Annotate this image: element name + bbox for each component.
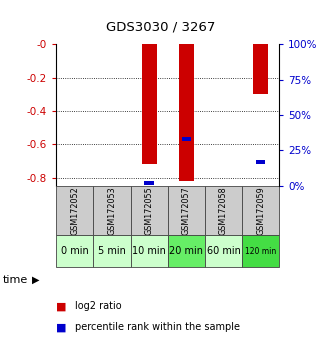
Text: GDS3030 / 3267: GDS3030 / 3267 bbox=[106, 20, 215, 33]
Bar bbox=[256, 160, 265, 164]
Text: GSM172058: GSM172058 bbox=[219, 186, 228, 235]
Bar bbox=[242, 186, 279, 235]
Text: GSM172053: GSM172053 bbox=[108, 186, 117, 235]
Bar bbox=[168, 186, 205, 235]
Bar bbox=[242, 235, 279, 267]
Text: 5 min: 5 min bbox=[98, 246, 126, 256]
Bar bbox=[182, 137, 191, 141]
Bar bbox=[205, 235, 242, 267]
Bar bbox=[168, 235, 205, 267]
Text: 0 min: 0 min bbox=[61, 246, 89, 256]
Bar bbox=[144, 181, 154, 185]
Text: GSM172057: GSM172057 bbox=[182, 186, 191, 235]
Text: percentile rank within the sample: percentile rank within the sample bbox=[75, 322, 240, 332]
Text: ▶: ▶ bbox=[32, 275, 39, 285]
Bar bbox=[56, 186, 93, 235]
Text: log2 ratio: log2 ratio bbox=[75, 301, 122, 311]
Text: GSM172055: GSM172055 bbox=[145, 186, 154, 235]
Text: ■: ■ bbox=[56, 301, 67, 311]
Text: time: time bbox=[3, 275, 29, 285]
Bar bbox=[142, 44, 157, 164]
Bar bbox=[93, 186, 131, 235]
Bar bbox=[179, 44, 194, 181]
Bar bbox=[131, 235, 168, 267]
Text: 120 min: 120 min bbox=[245, 247, 276, 256]
Text: 60 min: 60 min bbox=[206, 246, 240, 256]
Text: 10 min: 10 min bbox=[132, 246, 166, 256]
Text: ■: ■ bbox=[56, 322, 67, 332]
Bar bbox=[205, 186, 242, 235]
Text: GSM172059: GSM172059 bbox=[256, 186, 265, 235]
Text: GSM172052: GSM172052 bbox=[70, 186, 79, 235]
Bar bbox=[131, 186, 168, 235]
Bar bbox=[253, 44, 268, 94]
Bar bbox=[93, 235, 131, 267]
Text: 20 min: 20 min bbox=[169, 246, 203, 256]
Bar bbox=[56, 235, 93, 267]
